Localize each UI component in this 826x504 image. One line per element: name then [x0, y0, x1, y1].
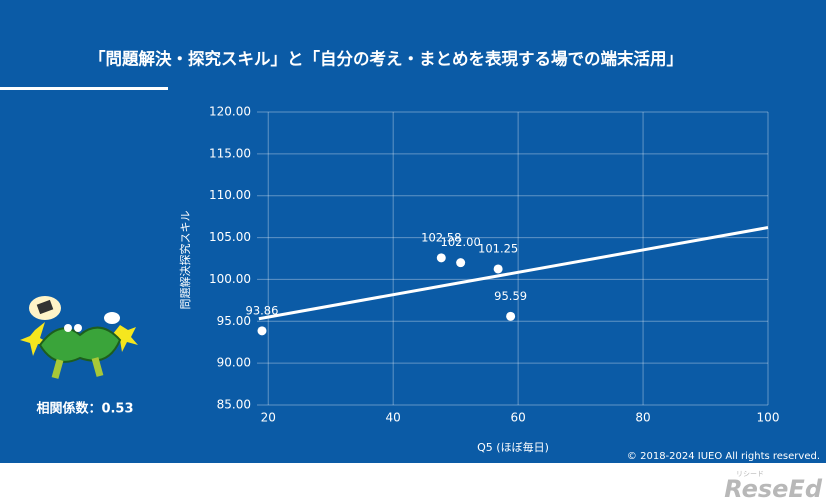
- logo-kana: リシード: [736, 470, 764, 478]
- y-tick-label: 85.00: [217, 398, 251, 412]
- y-tick-label: 95.00: [217, 314, 251, 328]
- y-tick-label: 90.00: [217, 356, 251, 370]
- title-underline: [0, 87, 168, 90]
- background: [0, 0, 826, 463]
- mascot: [20, 296, 138, 379]
- y-tick-label: 105.00: [209, 230, 251, 244]
- x-tick-label: 60: [510, 411, 525, 425]
- trend-line: [258, 226, 769, 321]
- x-axis-label: Q5 (ほぼ毎日): [477, 441, 549, 454]
- point: [436, 253, 446, 263]
- data-label: 102.58: [421, 230, 461, 244]
- data-label: 95.59: [494, 289, 527, 303]
- footer-band: [0, 463, 826, 504]
- copyright: © 2018-2024 IUEO All rights reserved.: [627, 451, 820, 462]
- data-label: 101.25: [478, 241, 518, 255]
- point: [493, 264, 503, 274]
- y-tick-label: 120.00: [209, 105, 251, 119]
- point: [456, 258, 466, 268]
- point: [257, 326, 267, 336]
- chart-title: 「問題解決・探究スキル」と「自分の考え・まとめを表現する場での端末活用」: [89, 49, 683, 69]
- point: [506, 311, 516, 321]
- logo: ReseEd: [724, 475, 823, 503]
- data-label: 93.86: [246, 303, 279, 317]
- y-tick-label: 100.00: [209, 272, 251, 286]
- x-tick-label: 20: [261, 411, 276, 425]
- y-tick-label: 115.00: [209, 146, 251, 160]
- correlation-label: 相関係数：0.53: [36, 401, 133, 417]
- data-label: 102.00: [441, 235, 481, 249]
- x-tick-label: 40: [386, 411, 401, 425]
- x-tick-label: 80: [635, 411, 650, 425]
- y-tick-label: 110.00: [209, 188, 251, 202]
- y-axis-label: 問題解決探究スキル: [178, 211, 192, 310]
- x-tick-label: 100: [757, 411, 780, 425]
